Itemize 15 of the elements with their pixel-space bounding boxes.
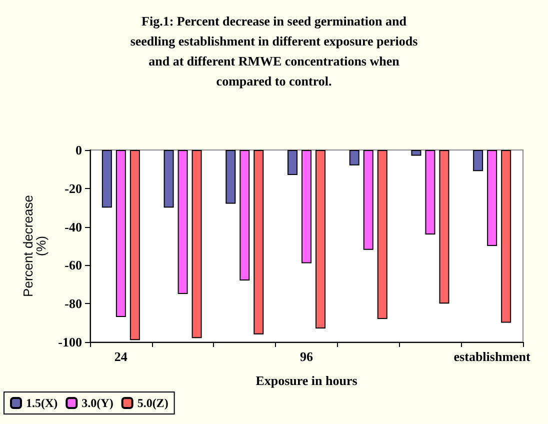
chart-title: Fig.1: Percent decrease in seed germination and seedling establishment in different exposure periods and at different RMWE concentrations when compared to control. xyxy=(130,14,418,88)
x-tick-label: 96 xyxy=(300,349,314,364)
legend-label: 1.5(X) xyxy=(26,396,58,410)
legend-label: 5.0(Z) xyxy=(137,396,168,410)
y-tick-label: -40 xyxy=(64,219,82,234)
y-tick-label: -60 xyxy=(64,258,82,273)
y-tick-label: -20 xyxy=(64,180,82,196)
y-axis-title: Percent decrease (%) xyxy=(20,195,48,297)
y-tick-label: -80 xyxy=(64,296,82,312)
x-tick-label: 24 xyxy=(114,349,128,364)
x-axis-title: Exposure in hours xyxy=(256,373,358,388)
x-tick-label: establishment xyxy=(454,349,532,364)
legend-label: 3.0(Y) xyxy=(82,396,114,410)
y-tick-label: -100 xyxy=(58,334,82,350)
y-tick-label: 0 xyxy=(76,142,82,158)
